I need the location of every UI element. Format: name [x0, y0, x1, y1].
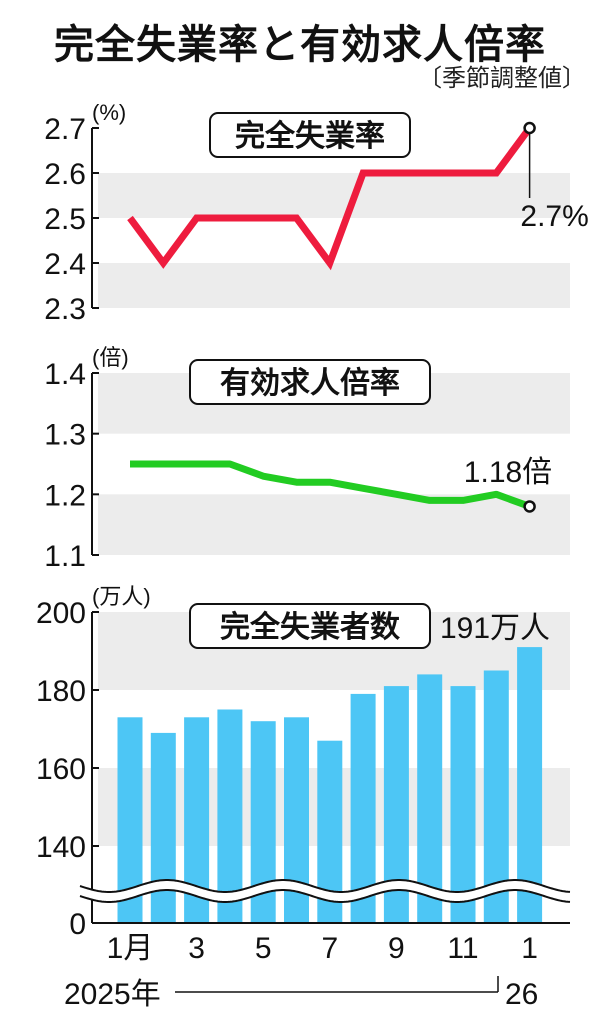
x-tick-label: 11 — [447, 932, 478, 965]
x-tick-label: 1 — [521, 932, 538, 965]
y-axis-unit: (倍) — [92, 345, 129, 370]
grid-band — [98, 173, 570, 218]
unemployment-rate-line — [127, 125, 533, 271]
bar — [217, 709, 243, 923]
y-tick-label: 1.2 — [44, 479, 86, 512]
bar — [517, 647, 543, 923]
y-tick-label: 160 — [36, 753, 86, 786]
y-tick-label: 2.7 — [44, 113, 86, 146]
grid-band — [98, 494, 570, 555]
x-tick-label: 5 — [255, 932, 272, 965]
latest-value-annotation: 191万人 — [440, 612, 550, 645]
latest-value-annotation: 2.7% — [520, 200, 588, 233]
chart-title: 完全失業率と有効求人倍率 — [54, 23, 546, 67]
series-label-box — [189, 603, 431, 649]
axis-break-gap — [80, 880, 570, 902]
series-label: 有効求人倍率 — [220, 366, 400, 400]
bar — [417, 674, 443, 923]
y-tick-label: 1.3 — [44, 419, 86, 452]
job-ratio-line — [130, 460, 531, 510]
axis-break-line — [79, 879, 571, 893]
x-tick-label: 9 — [388, 932, 405, 965]
y-axis-unit: (万人) — [92, 584, 151, 609]
bar — [450, 686, 476, 923]
series-label-box — [189, 359, 431, 405]
x-tick-label: 7 — [321, 932, 338, 965]
y-tick-label: 2.6 — [44, 158, 86, 191]
y-tick-label: 140 — [36, 831, 86, 864]
y-axis-unit: (%) — [92, 100, 126, 125]
y-tick-label: 2.3 — [44, 293, 86, 326]
y-tick-label: 180 — [36, 675, 86, 708]
bar — [150, 732, 176, 923]
y-tick-label: 2.5 — [44, 203, 86, 236]
series-label: 完全失業者数 — [220, 610, 401, 644]
x-tick-label: 1月 — [107, 932, 154, 965]
y-tick-label: 1.4 — [44, 358, 86, 391]
y-tick-label: 2.4 — [44, 248, 86, 281]
grid-band — [98, 263, 570, 308]
series-label: 完全失業率 — [235, 119, 385, 153]
latest-point-marker — [523, 121, 536, 135]
chart-subtitle: 〔季節調整値〕 — [418, 65, 586, 92]
y-tick-label: 200 — [36, 597, 86, 630]
latest-value-annotation: 1.18倍 — [464, 456, 552, 489]
x-tick-label: 3 — [188, 932, 205, 965]
y-tick-label: 1.1 — [44, 540, 86, 573]
series-label-box — [209, 112, 411, 158]
latest-point-marker — [523, 500, 536, 513]
year-start-label: 2025年 — [64, 978, 161, 1011]
year-end-label: 26 — [505, 978, 538, 1011]
y-tick-label: 0 — [69, 908, 86, 941]
axis-break-line — [79, 889, 571, 903]
